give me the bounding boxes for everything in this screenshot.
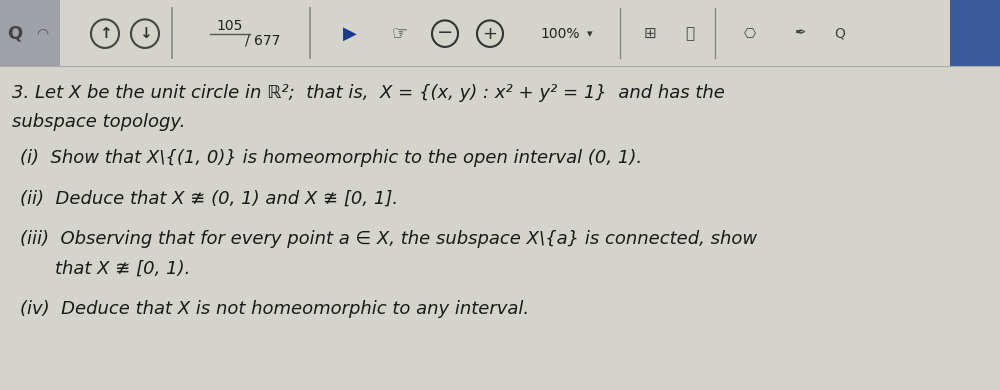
Text: ⤓: ⤓ xyxy=(685,26,695,41)
Text: ⊞: ⊞ xyxy=(644,26,656,41)
FancyBboxPatch shape xyxy=(950,0,1000,66)
Text: −: − xyxy=(437,23,453,42)
Text: ◠: ◠ xyxy=(36,27,48,41)
Text: Q: Q xyxy=(7,25,23,43)
Text: ▶: ▶ xyxy=(343,25,357,43)
Text: Q: Q xyxy=(835,27,845,41)
Text: ↑: ↑ xyxy=(99,26,111,41)
Text: subspace topology.: subspace topology. xyxy=(12,113,185,131)
Text: (i)  Show that X\{(1, 0)} is homeomorphic to the open interval (0, 1).: (i) Show that X\{(1, 0)} is homeomorphic… xyxy=(20,149,642,167)
Text: ↓: ↓ xyxy=(139,26,151,41)
Text: ▾: ▾ xyxy=(587,28,593,39)
Text: 3. Let X be the unit circle in ℝ²;  that is,  X = {(x, y) : x² + y² = 1}  and ha: 3. Let X be the unit circle in ℝ²; that … xyxy=(12,84,725,102)
Text: +: + xyxy=(482,25,498,43)
Text: ⎔: ⎔ xyxy=(744,27,756,41)
Text: ☞: ☞ xyxy=(392,25,408,43)
Text: (ii)  Deduce that X ≇ (0, 1) and X ≇ [0, 1].: (ii) Deduce that X ≇ (0, 1) and X ≇ [0, … xyxy=(20,190,398,207)
Text: that X ≇ [0, 1).: that X ≇ [0, 1). xyxy=(55,260,190,278)
Text: 100%: 100% xyxy=(540,27,580,41)
Text: 105: 105 xyxy=(217,18,243,32)
Text: ✒: ✒ xyxy=(794,27,806,41)
FancyBboxPatch shape xyxy=(0,0,60,66)
Text: / 677: / 677 xyxy=(245,34,280,48)
Text: (iv)  Deduce that X is not homeomorphic to any interval.: (iv) Deduce that X is not homeomorphic t… xyxy=(20,300,529,318)
Text: (iii)  Observing that for every point a ∈ X, the subspace X\{a} is connected, sh: (iii) Observing that for every point a ∈… xyxy=(20,230,757,248)
